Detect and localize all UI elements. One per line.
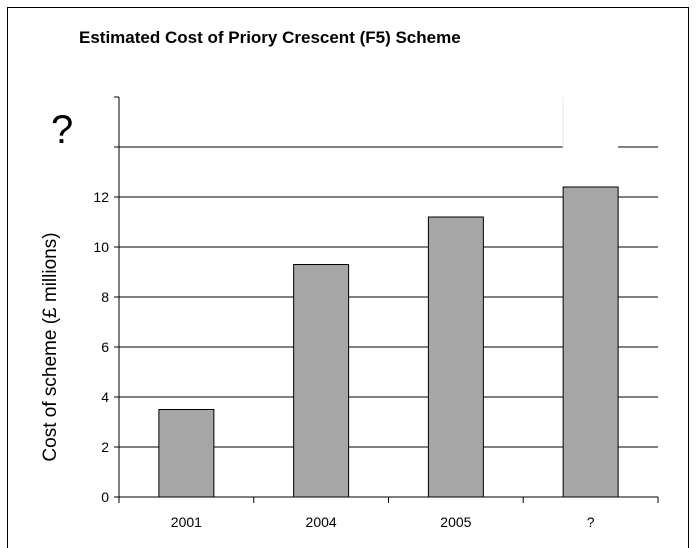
y-tick-label: 6	[101, 339, 109, 355]
x-tick-label: 2001	[171, 514, 202, 530]
y-axis-unknown-label: ?	[51, 108, 73, 152]
chart-title: Estimated Cost of Priory Crescent (F5) S…	[79, 28, 461, 47]
x-tick-label: ?	[587, 514, 595, 530]
chart-frame	[7, 7, 689, 548]
y-tick-label: 12	[93, 189, 109, 205]
bar	[562, 186, 619, 498]
x-tick-label: 2004	[306, 514, 337, 530]
bar	[293, 264, 350, 498]
y-tick-label: 4	[101, 389, 109, 405]
y-tick-label: 2	[101, 439, 109, 455]
y-axis-label: Cost of scheme (£ millions)	[40, 232, 61, 461]
y-tick-label: 10	[93, 239, 109, 255]
bar	[158, 409, 215, 498]
y-tick-label: 0	[101, 489, 109, 505]
bar-unknown-extension	[563, 98, 619, 187]
bar	[427, 216, 484, 498]
y-tick-label: 8	[101, 289, 109, 305]
bars	[158, 97, 619, 498]
axes: 0 2 4 6 8 10 12 2001 2004 2005?	[93, 96, 659, 530]
x-tick-label: 2005	[440, 514, 471, 530]
